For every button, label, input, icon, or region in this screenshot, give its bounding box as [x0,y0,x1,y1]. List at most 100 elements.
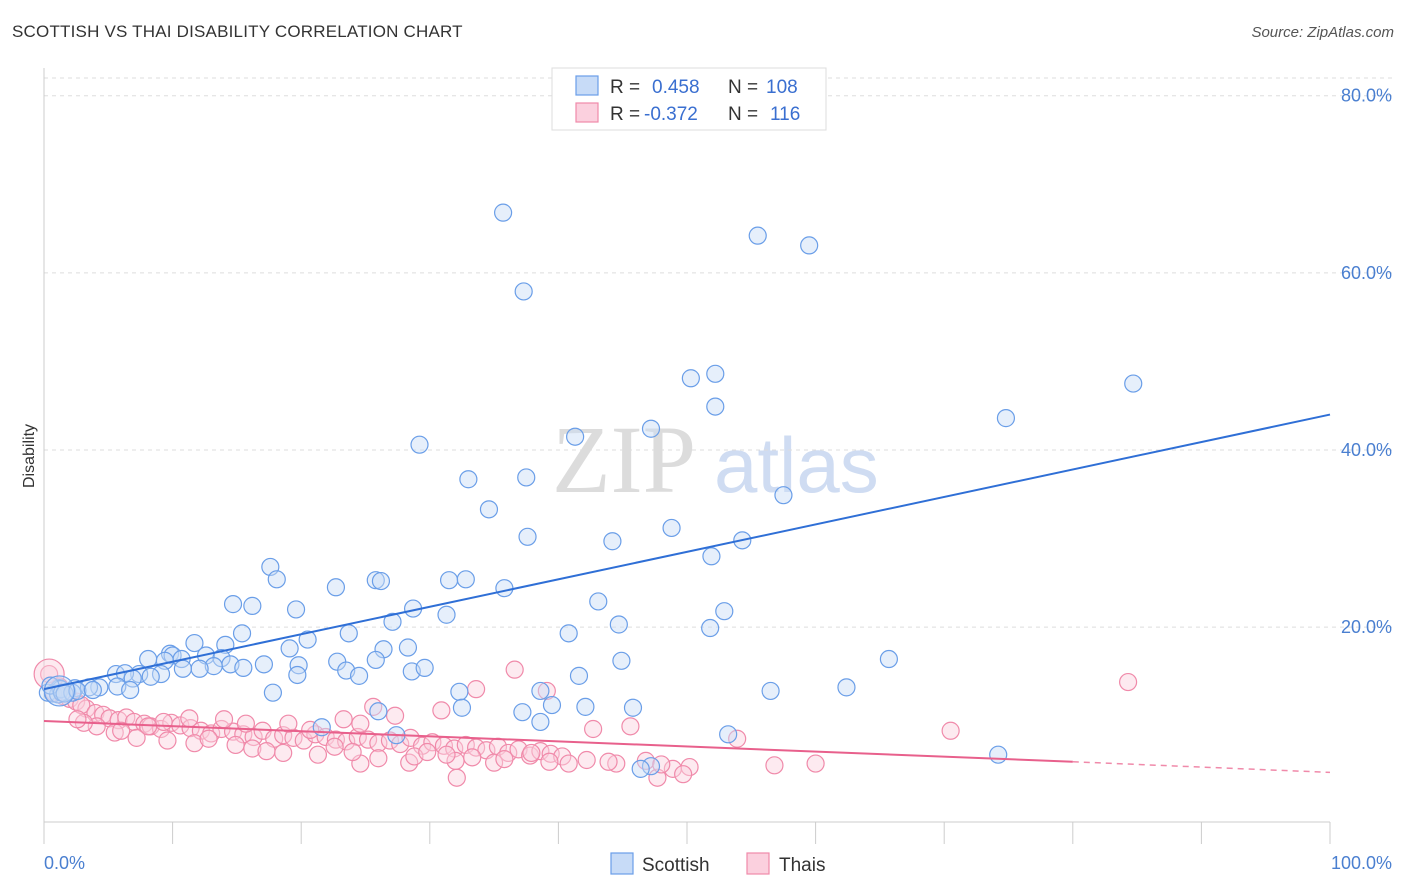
scottish-point-6 [1124,374,1143,393]
scottish-point-95 [263,683,283,702]
scottish-point-63 [234,658,253,677]
thais-point-60 [537,681,556,701]
thais-point-105 [463,748,482,767]
thais-point-79 [185,734,204,753]
watermark-zip: ZIP [552,406,696,513]
series-legend: Scottish Thais [610,852,825,876]
thais-point-70 [447,768,466,787]
thais-point-73 [540,752,559,771]
thais-point-97 [226,735,245,755]
scottish-point-94 [83,680,102,700]
thais-point-103 [418,742,437,762]
trend-lines [43,413,1331,774]
y-tick-label-0: 20.0% [1341,617,1392,637]
scottish-point-32 [286,600,306,619]
thais-point-61 [584,719,603,739]
thais-point-114 [806,754,825,773]
scottish-point-27 [326,578,346,597]
scottish-point-18 [603,532,622,551]
thais-point-95 [112,721,131,740]
thais-point-110 [599,752,618,771]
scottish-point-64 [190,659,209,678]
chart-title: SCOTTISH VS THAI DISABILITY CORRELATION … [12,22,463,41]
scottish-point-24 [439,571,459,590]
thais-point-7 [72,695,91,715]
bottom-legend-swatch-scottish [610,852,634,875]
legend-r-value-thais: -0.372 [644,104,698,125]
scottish-point-71 [569,666,589,685]
scottish-point-16 [662,518,681,538]
thais-point-86 [279,714,298,733]
x-tick-label-1: 100.0% [1331,853,1392,873]
scottish-point-39 [701,618,720,638]
scottish-point-97 [761,681,780,701]
scottish-point-104 [623,698,643,717]
scottish-point-62 [254,655,274,674]
scottish-point-20 [702,547,721,566]
scottish-point-22 [366,571,385,590]
scottish-point-0 [494,203,513,222]
thais-points [33,658,1138,787]
scottish-point-112 [989,745,1008,764]
scottish-point-41 [232,624,252,643]
scottish-point-80 [121,680,140,700]
thais-point-106 [495,750,514,769]
legend-r-label-scottish: R = [610,77,640,98]
thais-point-107 [522,743,541,763]
scottish-cluster [43,675,76,707]
scottish-point-29 [243,596,262,615]
scottish-point-65 [173,659,192,678]
scottish-point-43 [298,630,317,649]
thais-point-76 [369,749,388,768]
scottish-point-68 [349,666,369,685]
legend-n-value-scottish: 108 [766,77,798,98]
thais-trend-line [43,720,1073,763]
thais-point-96 [199,729,218,748]
scottish-point-37 [383,612,402,631]
bottom-legend-label-thais: Thais [779,855,825,876]
thais-point-62 [621,717,640,736]
scottish-points [38,203,1143,778]
thais-point-59 [505,660,524,679]
thais-point-81 [127,728,146,747]
thais-point-67 [941,721,960,740]
scottish-point-106 [531,712,550,732]
scottish-point-60 [289,656,308,675]
thais-point-93 [154,712,173,732]
scottish-point-38 [559,624,578,643]
stats-legend: R = 0.458 N = 108 R = -0.372 N = 116 [551,67,827,131]
thais-point-109 [577,750,596,770]
scottish-point-8 [996,409,1016,428]
scottish-point-1 [748,226,767,245]
scottish-point-11 [410,435,429,454]
scottish-point-98 [837,678,856,697]
legend-n-label-scottish: N = [728,77,758,98]
thais-point-29 [284,728,303,747]
scottish-point-4 [706,364,725,383]
scottish-point-5 [681,369,700,388]
scottish-point-30 [589,592,608,611]
thais-point-87 [301,720,320,739]
scottish-point-23 [267,570,286,589]
scottish-point-105 [452,698,472,717]
thais-point-77 [274,743,293,763]
scottish-point-7 [706,397,725,416]
thais-point-85 [68,710,87,729]
scottish-point-58 [879,649,899,669]
legend-r-label-thais: R = [610,104,640,125]
watermark-atlas: atlas [714,421,879,509]
thais-point-99 [308,745,328,764]
thais-point-65 [728,729,747,748]
scottish-point-69 [288,665,307,685]
scottish-point-3 [514,282,533,301]
thais-point-56 [432,701,451,720]
bottom-legend-swatch-thais [746,852,770,875]
scottish-point-57 [612,651,631,670]
scottish-point-26 [456,570,475,589]
thais-point-98 [257,742,276,761]
scottish-point-101 [513,703,532,722]
thais-point-104 [437,745,456,764]
scottish-point-9 [641,419,661,438]
thais-point-64 [663,759,682,778]
y-tick-label-3: 80.0% [1341,86,1392,106]
